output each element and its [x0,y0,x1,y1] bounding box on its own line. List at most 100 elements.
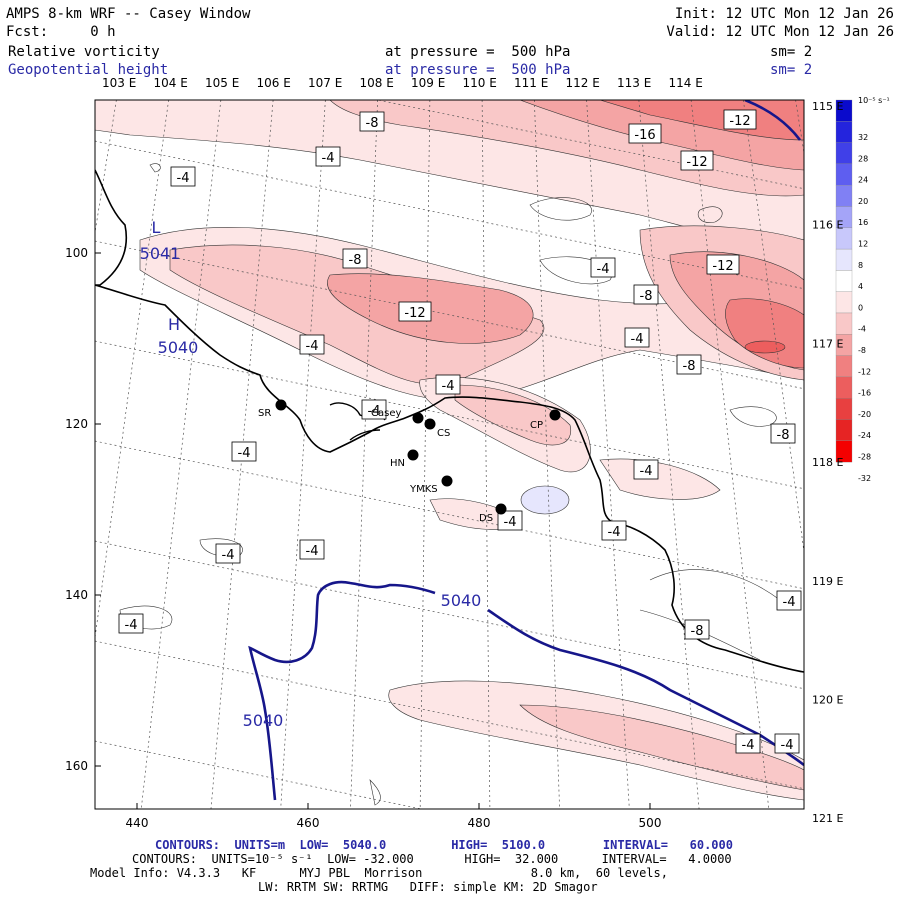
colorbar-segment [835,248,853,271]
svg-text:-4: -4 [783,595,796,610]
colorbar-segment [835,398,853,420]
contour-label: -4 [497,510,523,531]
latitude-labels: 115 E 116 E 117 E 118 E 119 E 120 E 121 E [812,100,843,825]
svg-text:-4: -4 [125,618,138,633]
longitude-label: 110 E [462,76,497,90]
contour-label: -4 [215,543,241,564]
svg-text:-16: -16 [634,128,655,143]
svg-text:-8: -8 [777,428,790,443]
colorbar-segment [835,142,853,165]
contour-label: -4 [299,334,325,355]
latitude-label: 120 E [812,694,843,707]
longitude-label: 111 E [514,76,549,90]
colorbar-segment [835,355,853,378]
pressure-center-value: 5040 [158,338,199,357]
svg-text:-4: -4 [368,404,381,419]
x-tick-label: 460 [297,816,320,830]
svg-text:-4: -4 [222,548,235,563]
contour-labels: -8 -4 -4 -16 -12 -12 -8 -4 -12 -8 -12 -4 -4 -8 -4 -4 -8 -… [118,109,802,754]
longitude-label: 108 E [359,76,394,90]
contour-label: -8 [342,248,368,269]
contour-label: -4 [776,590,802,611]
footer-physics: LW: RRTM SW: RRTMG DIFF: simple KM: 2D S… [258,880,598,894]
svg-text:-4: -4 [608,525,621,540]
colorbar-label: 16 [858,218,868,227]
latitude-label: 119 E [812,575,843,588]
longitude-label: 112 E [565,76,600,90]
latitude-label: 118 E [812,456,843,469]
x-axis: 440 460 480 500 [126,803,661,830]
station-label: DS [479,513,493,524]
station-marker [495,503,507,515]
field1-level: at pressure = 500 hPa [385,44,571,60]
height-label: 5040 [243,711,284,730]
colorbar: 32 28 24 20 16 12 8 4 0 -4 -8 -12 -16 -20 -24 -28 -32 [835,99,871,483]
colorbar-label: 0 [858,303,863,312]
station-label: CP [530,420,543,431]
pressure-center-value: 5041 [140,244,181,263]
init-time: Init: 12 UTC Mon 12 Jan 26 [674,6,894,22]
station-label: HN [390,458,405,469]
height-labels: 5040 5040 [243,591,482,730]
svg-text:-4: -4 [442,379,455,394]
latitude-label: 116 E [812,219,843,232]
svg-text:-12: -12 [686,155,707,170]
contour-label: -4 [315,146,341,167]
field1-smoothing: sm= 2 [770,44,813,60]
y-tick-label: 160 [65,759,88,773]
y-tick-label: 100 [65,246,88,260]
colorbar-segment [835,312,853,335]
svg-text:-4: -4 [597,262,610,277]
svg-text:-8: -8 [691,624,704,639]
contour-label: -4 [633,459,659,480]
latitude-label: 121 E [812,812,843,825]
field2-level: at pressure = 500 hPa [385,62,571,78]
station-marker [441,475,453,487]
colorbar-label: -16 [858,389,871,398]
longitude-label: 114 E [668,76,703,90]
longitude-label: 105 E [205,76,240,90]
svg-text:-8: -8 [640,289,653,304]
footer-model-info: Model Info: V4.3.3 KF MYJ PBL Morrison 8… [90,866,668,880]
station-marker [407,449,419,461]
longitude-label: 109 E [411,76,446,90]
svg-text:-4: -4 [177,171,190,186]
station-marker [275,399,287,411]
field2-smoothing: sm= 2 [770,62,813,78]
pressure-centers: L 5041 H 5040 [140,218,199,357]
svg-text:-4: -4 [631,332,644,347]
colorbar-label: 32 [858,133,868,142]
svg-text:-8: -8 [349,253,362,268]
colorbar-label: -28 [858,453,871,462]
svg-text:-12: -12 [729,114,750,129]
contour-label: -8 [676,354,702,375]
contour-label: -4 [735,733,761,754]
colorbar-segment [835,376,853,399]
footer-height-contours: CONTOURS: UNITS=m LOW= 5040.0 HIGH= 5100… [155,838,733,852]
longitude-label: 113 E [617,76,652,90]
valid-time: Valid: 12 UTC Mon 12 Jan 26 [666,24,894,40]
contour-label: -8 [633,284,659,305]
station-marker [412,412,424,424]
contour-label: -4 [601,520,627,541]
contour-label: -4 [435,374,461,395]
footer-vorticity-contours: CONTOURS: UNITS=10⁻⁵ s⁻¹ LOW= -32.000 HI… [132,852,732,866]
svg-text:-4: -4 [322,151,335,166]
colorbar-segment [835,121,853,143]
contour-label: -4 [299,539,325,560]
colorbar-label: -20 [858,410,871,419]
x-tick-label: 480 [468,816,491,830]
colorbar-label: -12 [858,367,871,376]
vorticity-shading [95,100,804,801]
y-axis: 100 120 140 160 [65,246,101,773]
pressure-center-symbol: L [152,218,161,237]
station-label: YMKS [409,484,438,495]
contour-label: -12 [706,254,740,275]
svg-text:-12: -12 [404,306,425,321]
colorbar-unit: 10⁻⁵ s⁻¹ [858,96,890,105]
colorbar-segment [835,163,853,186]
svg-text:-12: -12 [712,259,733,274]
contour-label: -8 [359,111,385,132]
colorbar-label: -32 [858,474,871,483]
latitude-label: 115 E [812,100,843,113]
